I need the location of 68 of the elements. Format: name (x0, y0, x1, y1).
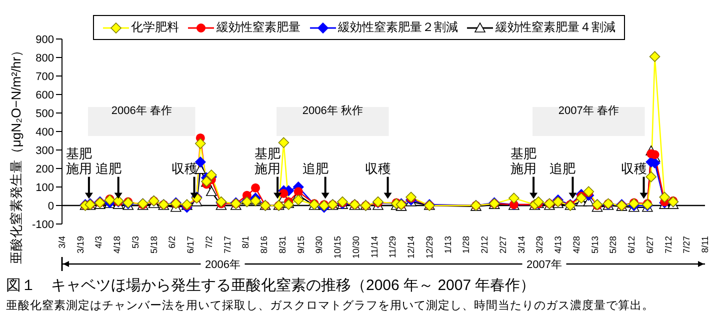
x-tick-label: 1/28 (461, 236, 472, 254)
band-label: 2006年 春作 (111, 105, 172, 117)
text: 2007年 (526, 259, 562, 271)
x-tick-label: 6/17 (186, 236, 196, 254)
x-tick-label: 8/11 (700, 236, 710, 253)
y-tick-label: 0 (48, 200, 54, 212)
x-tick-label: 5/18 (148, 236, 159, 254)
text: 2006年 (205, 259, 240, 271)
x-tick-label: 9/15 (296, 236, 306, 254)
text: 亜酸化窒素測定はチャンバー法を用いて採取し、ガスクロマトグラフを用いて測定し、時間当たりのガス濃度量で算出。 (5, 298, 655, 313)
x-tick-label: 7/27 (682, 236, 692, 254)
x-tick-label: 5/13 (590, 236, 600, 254)
annotation: 基肥施用 (510, 146, 537, 176)
x-tick-label: 5/28 (608, 236, 618, 254)
annotation: 基肥施用 (254, 146, 281, 176)
y-tick-label: -100 (32, 218, 54, 231)
x-tick-label: 2/12 (480, 236, 490, 254)
x-tick-label: 11/29 (388, 236, 398, 258)
x-tick-label: 7/17 (222, 236, 232, 254)
x-tick-label: 3/14 (516, 236, 526, 254)
y-tick-label: 800 (36, 52, 54, 64)
x-tick-label: 4/13 (553, 236, 564, 254)
band-label: 2006年 秋作 (302, 105, 363, 117)
y-axis-title: 亜酸化窒素発生量（μgN₂O−N/m²/hr） (8, 44, 24, 264)
annotation: 収穫 (364, 160, 391, 176)
x-tick-label: 3/19 (75, 236, 86, 254)
x-tick-label: 2/27 (498, 236, 508, 254)
x-tick-label: 4/18 (112, 236, 122, 254)
band-label: 2007年 春作 (558, 105, 619, 117)
x-tick-label: 3/29 (534, 236, 545, 254)
x-tick-label: 1/13 (442, 236, 453, 254)
y-tick-label: 600 (36, 89, 54, 102)
y-tick-label: 300 (36, 144, 54, 157)
x-tick-label: 6/27 (644, 236, 655, 254)
x-tick-label: 12/29 (424, 236, 434, 259)
annotation: 基肥施用 (66, 146, 92, 176)
y-tick-label: 200 (36, 163, 54, 176)
x-tick-label: 12/14 (406, 236, 416, 259)
annotation: 追肥 (95, 160, 122, 176)
legend-label: 緩効性窒素肥量２割減 (338, 19, 458, 36)
x-tick-label: 3/4 (57, 236, 67, 249)
x-tick-label: 6/2 (167, 236, 178, 249)
annotation: 収穫 (620, 160, 647, 176)
x-tick-label: 4/28 (571, 236, 582, 254)
x-tick-label: 9/30 (314, 236, 324, 254)
x-tick-label: 10/15 (332, 236, 343, 259)
y-tick-label: 100 (36, 182, 54, 194)
x-tick-label: 7/2 (204, 236, 214, 249)
text: 図１ キャベツほ場から発生する亜酸化窒素の推移（2006 年～ 2007 年春作） (5, 276, 536, 295)
legend-label: 化学肥料 (130, 19, 179, 36)
x-tick-label: 6/12 (626, 236, 637, 254)
legend-label: 緩効性窒素肥量４割減 (495, 19, 616, 36)
y-tick-label: 900 (36, 34, 54, 46)
x-tick-label: 5/3 (130, 236, 140, 249)
annotation: 追肥 (302, 160, 328, 176)
x-tick-label: 7/12 (663, 236, 674, 254)
x-tick-label: 10/30 (350, 236, 361, 259)
annotation: 追肥 (550, 160, 576, 176)
annotation: 収穫 (171, 160, 198, 176)
x-tick-label: 8/31 (277, 236, 288, 254)
x-tick-label: 8/1 (240, 236, 251, 249)
x-tick-label: 11/14 (369, 236, 380, 258)
legend-label: 緩効性窒素肥量 (216, 19, 300, 36)
y-tick-label: 700 (36, 70, 54, 83)
y-tick-label: 500 (36, 108, 54, 120)
x-tick-label: 4/3 (94, 236, 104, 249)
x-tick-label: 8/16 (259, 236, 270, 254)
y-tick-label: 400 (36, 126, 54, 138)
